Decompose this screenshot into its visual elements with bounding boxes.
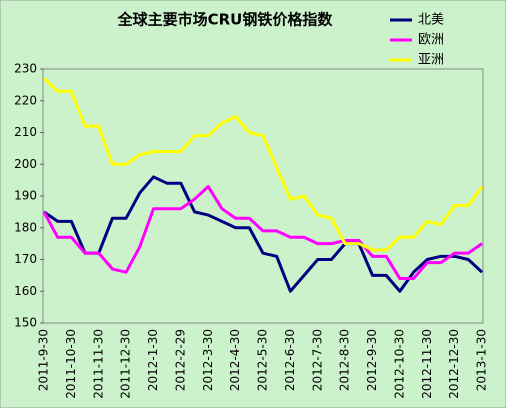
y-tick-label: 230 xyxy=(14,62,37,76)
chart-title: 全球主要市场CRU钢铁价格指数 xyxy=(117,11,334,29)
y-tick-label: 150 xyxy=(14,316,37,330)
x-tick-label: 2011-9-30 xyxy=(37,329,51,391)
x-tick-label: 2011-12-30 xyxy=(119,329,133,399)
x-tick-label: 2012-9-30 xyxy=(365,329,379,391)
series-line xyxy=(42,77,484,252)
x-tick-label: 2012-3-30 xyxy=(201,329,215,391)
x-tick-label: 2012-8-30 xyxy=(338,329,352,391)
x-tick-label: 2012-10-30 xyxy=(392,329,406,399)
series-line xyxy=(42,184,483,281)
y-tick-label: 220 xyxy=(14,93,37,107)
legend-label: 北美 xyxy=(418,13,444,28)
x-tick-label: 2012-4-30 xyxy=(228,329,242,391)
y-tick-label: 200 xyxy=(14,157,37,171)
legend-label: 亚洲 xyxy=(418,53,444,68)
x-tick-label: 2013-1-30 xyxy=(475,329,489,391)
y-tick-label: 170 xyxy=(14,252,37,266)
x-tick-label: 2011-11-30 xyxy=(91,329,105,399)
y-tick-label: 210 xyxy=(14,125,37,139)
x-tick-label: 2012-6-30 xyxy=(283,329,297,391)
y-tick-label: 190 xyxy=(14,189,37,203)
x-tick-label: 2012-11-30 xyxy=(420,329,434,399)
plot-area xyxy=(42,68,484,324)
x-tick-label: 2012-12-30 xyxy=(447,329,461,399)
y-tick-label: 160 xyxy=(14,284,37,298)
legend-label: 欧洲 xyxy=(418,33,444,48)
x-tick-label: 2012-5-30 xyxy=(256,329,270,391)
x-tick-label: 2011-10-30 xyxy=(64,329,78,399)
x-tick-label: 2012-7-30 xyxy=(310,329,324,391)
y-tick-label: 180 xyxy=(14,220,37,234)
x-tick-label: 2012-2-29 xyxy=(173,329,187,391)
x-tick-label: 2012-1-30 xyxy=(146,329,160,391)
